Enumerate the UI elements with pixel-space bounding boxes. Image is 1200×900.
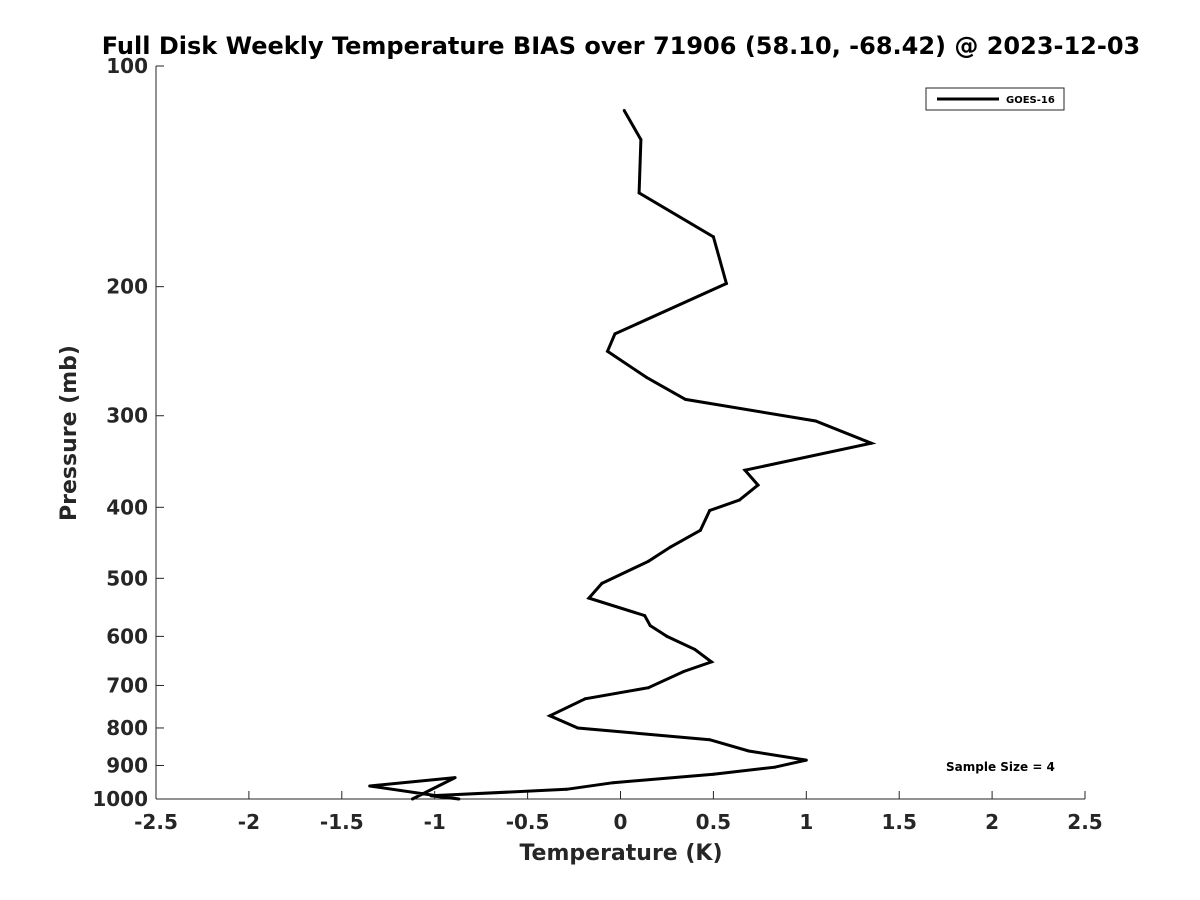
data-point <box>669 545 673 549</box>
x-tick-label: 1 <box>799 810 813 834</box>
x-tick-label: 1.5 <box>881 810 916 834</box>
data-point <box>583 697 587 701</box>
data-point <box>708 738 712 742</box>
data-point <box>684 397 687 401</box>
legend: GOES-16 <box>925 87 1065 111</box>
data-point <box>804 758 808 762</box>
y-tick-label: 300 <box>106 404 148 428</box>
x-tick-label: 0 <box>614 810 628 834</box>
data-point <box>457 797 461 801</box>
series-layer <box>368 109 877 801</box>
data-point <box>711 772 715 776</box>
data-point <box>576 726 580 730</box>
data-point <box>639 138 643 142</box>
legend-label-goes-16: GOES-16 <box>1006 95 1055 106</box>
series-line-goes-16 <box>369 109 877 801</box>
data-point <box>711 235 715 239</box>
data-point <box>643 614 647 618</box>
data-point <box>773 765 777 769</box>
data-point <box>646 559 650 563</box>
data-point <box>637 191 641 195</box>
y-tick-label: 400 <box>106 495 148 519</box>
data-point <box>737 498 741 502</box>
data-point <box>646 686 650 690</box>
y-ticks: 100 200 300 400 500 600 700 800 900 1000 <box>92 54 164 811</box>
data-point <box>368 784 372 788</box>
data-point <box>453 776 457 780</box>
y-tick-label: 1000 <box>92 787 148 811</box>
data-point <box>429 794 433 798</box>
data-point <box>622 109 626 112</box>
y-tick-label: 900 <box>106 753 148 777</box>
data-point <box>693 647 697 651</box>
data-point <box>743 468 747 472</box>
data-point <box>587 596 591 600</box>
data-point <box>410 797 414 801</box>
x-tick-label: 2 <box>985 810 999 834</box>
data-point <box>698 528 702 532</box>
x-ticks: -2.5 -2 -1.5 -1 -0.5 0 0.5 1 1.5 2 2.5 <box>134 791 1103 834</box>
y-tick-label: 600 <box>106 624 148 648</box>
data-point <box>724 282 728 285</box>
data-point <box>600 581 604 585</box>
y-tick-label: 800 <box>106 716 148 740</box>
x-tick-label: -1 <box>424 810 446 834</box>
y-axis-label: Pressure (mb) <box>57 345 82 521</box>
y-tick-label: 100 <box>106 54 148 78</box>
data-point <box>606 349 609 353</box>
data-point <box>682 670 686 673</box>
data-point <box>613 332 617 336</box>
y-tick-label: 200 <box>106 275 148 299</box>
x-tick-label: 0.5 <box>696 810 731 834</box>
data-point <box>814 419 818 423</box>
x-tick-label: -1.5 <box>320 810 364 834</box>
chart-title: Full Disk Weekly Temperature BIAS over 7… <box>102 32 1141 60</box>
data-point <box>665 634 669 638</box>
data-point <box>708 509 712 512</box>
data-point <box>611 781 615 785</box>
x-axis-label: Temperature (K) <box>519 841 722 866</box>
x-tick-label: -2 <box>238 810 260 834</box>
x-tick-label: 2.5 <box>1067 810 1102 834</box>
data-point <box>710 660 713 664</box>
data-point <box>548 714 552 718</box>
x-tick-label: -0.5 <box>506 810 550 834</box>
data-point <box>756 483 760 487</box>
data-point <box>648 624 652 628</box>
axes <box>155 66 1085 800</box>
data-point <box>645 375 648 379</box>
data-point <box>565 787 569 791</box>
data-point <box>869 441 873 445</box>
y-tick-label: 500 <box>106 566 148 590</box>
sample-size-annotation: Sample Size = 4 <box>946 760 1055 774</box>
x-tick-label: -2.5 <box>134 810 178 834</box>
data-point <box>747 749 751 753</box>
y-tick-label: 700 <box>106 673 148 697</box>
